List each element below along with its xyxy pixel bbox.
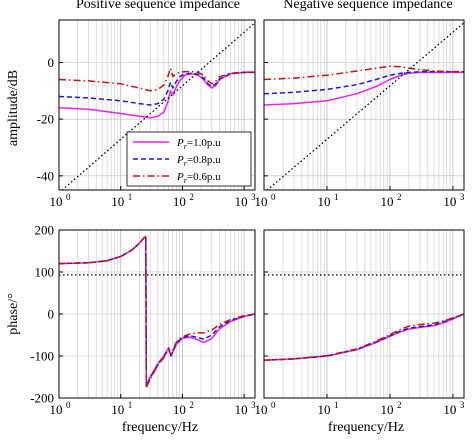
y-tick-label: 0 <box>48 55 55 70</box>
x-tick-label: 10 <box>255 402 268 417</box>
legend-label: Pr=0.6p.u <box>176 171 221 185</box>
x-tick-label: 10 <box>255 194 268 209</box>
series-group <box>59 22 255 190</box>
x-tick-exponent: 3 <box>460 400 465 410</box>
series-line-2 <box>59 67 255 92</box>
x-tick-label: 10 <box>173 402 186 417</box>
y-tick-label: -20 <box>37 112 54 127</box>
series-line-1 <box>264 71 464 95</box>
x-tick-exponent: 3 <box>251 400 256 410</box>
series-group <box>264 22 464 190</box>
x-tick-exponent: 1 <box>128 192 133 202</box>
series-line-2 <box>264 313 464 361</box>
x-tick-exponent: 1 <box>128 400 133 410</box>
x-tick-label: 10 <box>443 194 456 209</box>
x-axis-label-left: frequency/Hz <box>121 420 199 435</box>
y-tick-label: 100 <box>35 265 55 280</box>
legend-label: Pr=1.0p.u <box>176 137 221 151</box>
x-tick-label: 10 <box>317 194 330 209</box>
chart-title-negative: Negative sequence impedance <box>283 0 453 12</box>
y-tick-label: 200 <box>35 223 55 238</box>
legend-box <box>126 131 252 187</box>
reference-line <box>61 22 255 190</box>
legend-label: Pr=0.8p.u <box>176 154 221 168</box>
y-tick-label: 0 <box>48 307 55 322</box>
y-tick-label: -40 <box>37 168 54 183</box>
x-tick-label: 10 <box>317 402 330 417</box>
plot-frame <box>58 19 256 191</box>
x-tick-label: 10 <box>173 194 186 209</box>
chart-title-positive: Positive sequence impedance <box>75 0 241 12</box>
plot-frame <box>263 19 465 191</box>
x-tick-exponent: 3 <box>460 192 465 202</box>
x-tick-exponent: 1 <box>334 192 339 202</box>
series-line-2 <box>264 65 464 81</box>
x-tick-exponent: 0 <box>271 400 276 410</box>
series-group <box>264 274 464 361</box>
series-line-1 <box>264 313 464 361</box>
x-tick-label: 10 <box>380 402 393 417</box>
x-tick-exponent: 0 <box>271 192 276 202</box>
x-tick-label: 10 <box>50 194 63 209</box>
x-tick-exponent: 2 <box>189 400 194 410</box>
x-tick-label: 10 <box>235 402 248 417</box>
x-tick-label: 10 <box>111 194 124 209</box>
x-tick-exponent: 2 <box>189 192 194 202</box>
x-tick-label: 10 <box>111 402 124 417</box>
y-axis-label-amplitude: amplitude/dB <box>6 69 21 147</box>
x-tick-label: 10 <box>235 194 248 209</box>
y-tick-label: -200 <box>30 391 54 406</box>
x-tick-exponent: 0 <box>66 192 71 202</box>
series-group <box>59 235 255 389</box>
x-tick-exponent: 1 <box>334 400 339 410</box>
y-tick-label: -100 <box>30 349 54 364</box>
x-tick-exponent: 3 <box>251 192 256 202</box>
x-axis-label-right: frequency/Hz <box>327 420 405 435</box>
x-tick-label: 10 <box>380 194 393 209</box>
series-line-1 <box>59 71 255 106</box>
x-tick-exponent: 2 <box>397 192 402 202</box>
x-tick-label: 10 <box>50 402 63 417</box>
y-axis-label-phase: phase/° <box>6 293 21 335</box>
x-tick-exponent: 0 <box>66 400 71 410</box>
series-line-2 <box>59 235 255 389</box>
series-line-0 <box>264 71 464 106</box>
x-tick-label: 10 <box>443 402 456 417</box>
x-tick-exponent: 2 <box>397 400 402 410</box>
